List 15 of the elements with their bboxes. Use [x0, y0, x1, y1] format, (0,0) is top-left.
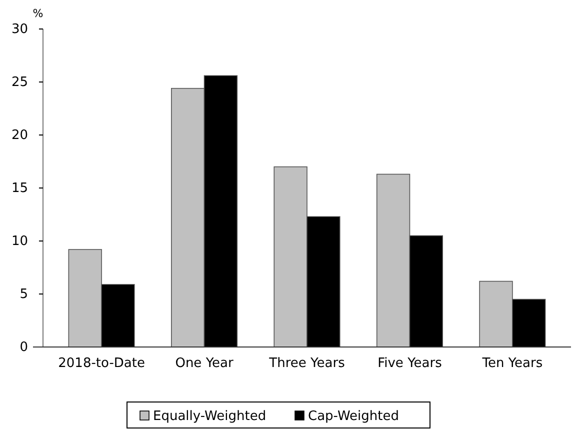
legend-label: Cap-Weighted [308, 409, 399, 424]
y-tick-label: 0 [20, 340, 28, 356]
y-tick-label: 5 [20, 287, 28, 302]
x-tick-label: One Year [175, 356, 234, 371]
legend-label: Equally-Weighted [153, 409, 266, 424]
x-tick-label: Three Years [268, 356, 346, 371]
x-tick-label: Ten Years [481, 356, 543, 371]
x-tick-label: 2018-to-Date [58, 356, 145, 371]
y-tick-label: 25 [11, 75, 28, 90]
y-tick-label: 15 [11, 181, 28, 196]
y-axis-title: % [32, 7, 44, 20]
y-tick-label: 20 [11, 128, 28, 144]
y-tick-label: 10 [11, 234, 28, 250]
y-tick-label: 30 [11, 22, 28, 38]
x-tick-label: Five Years [378, 356, 442, 371]
